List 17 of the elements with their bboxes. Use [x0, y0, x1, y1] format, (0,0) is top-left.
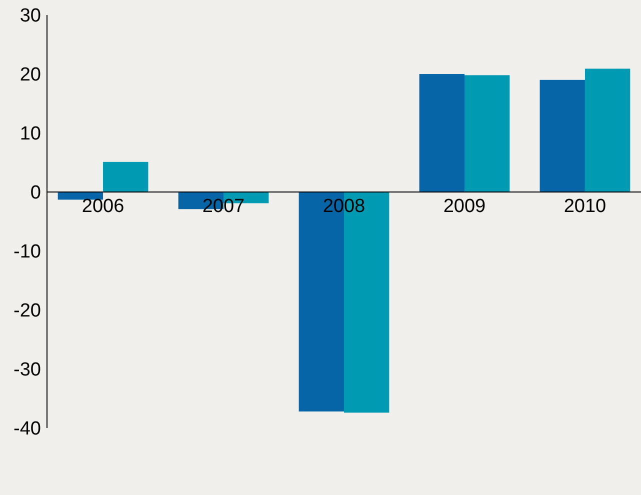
y-tick-label: -40 [14, 418, 41, 440]
x-tick-label: 2009 [443, 196, 486, 217]
y-tick-label: -20 [14, 300, 41, 322]
bar [103, 162, 148, 192]
y-tick-label: 30 [20, 6, 41, 27]
y-tick-label: -30 [14, 360, 41, 381]
y-tick-label: -10 [14, 242, 41, 263]
bar [419, 74, 464, 192]
x-tick-label: 2010 [564, 196, 606, 217]
x-tick-label: 2006 [82, 196, 124, 217]
bar [584, 68, 630, 192]
y-tick-label: 20 [20, 64, 41, 86]
bar [540, 80, 585, 192]
bar [464, 75, 510, 192]
x-tick-label: 2008 [322, 196, 366, 217]
y-tick-label: 10 [20, 124, 41, 145]
y-tick-label: 0 [30, 182, 41, 204]
